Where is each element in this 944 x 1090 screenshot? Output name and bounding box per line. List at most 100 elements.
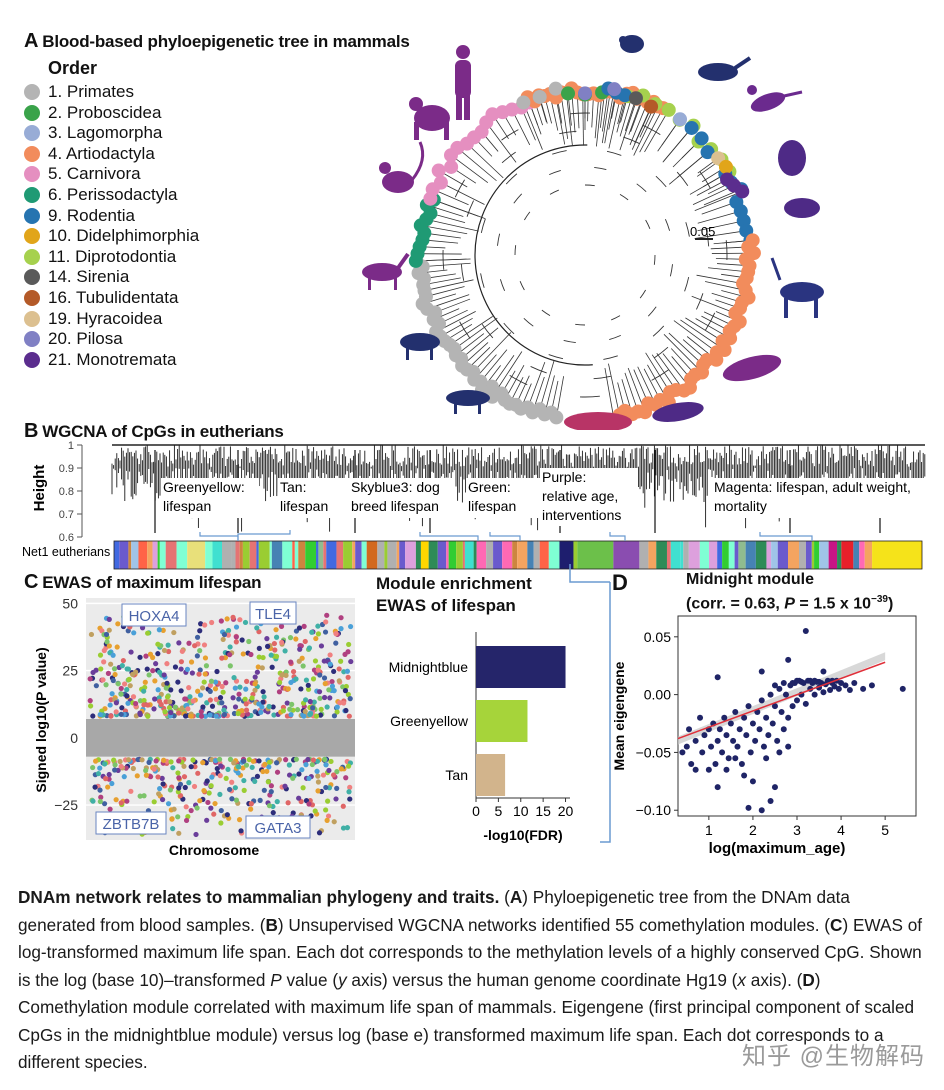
ewas-point [151, 766, 157, 772]
module-label: interventions [542, 507, 621, 523]
module-color-block [837, 541, 842, 569]
ewas-point [93, 758, 99, 764]
scatter-xtick-label: 4 [837, 822, 845, 838]
wombat-silhouette-icon [778, 140, 806, 176]
ewas-point [124, 798, 130, 804]
ewas-point [306, 645, 313, 651]
tree-leaf [617, 88, 632, 103]
ewas-point [241, 787, 247, 793]
ewas-point [318, 643, 325, 649]
tree-branch [609, 334, 621, 341]
legend-label: 5. Carnivora [48, 164, 141, 184]
species-point [716, 726, 723, 733]
ewas-point [241, 777, 247, 784]
ewas-point [195, 770, 201, 776]
ewas-point [90, 713, 96, 719]
tree-branch [594, 167, 607, 171]
ewas-point [108, 713, 114, 719]
ewas-point [224, 812, 230, 818]
ewas-point [282, 783, 288, 789]
species-point [789, 680, 796, 687]
tree-branch [513, 193, 523, 204]
ewas-point [160, 781, 166, 787]
ewas-point [143, 772, 150, 778]
ewas-point [183, 804, 189, 810]
enrichment-category-label: Midnightblue [389, 659, 469, 675]
panel-d-subtitle: (corr. = 0.63, P = 1.5 x 10−39) [686, 590, 893, 614]
tree-branch [454, 317, 498, 350]
module-color-block [688, 541, 700, 569]
module-color-block [231, 541, 236, 569]
monkey-silhouette-icon [379, 141, 425, 193]
tree-branch [503, 322, 515, 335]
ewas-point [226, 786, 233, 793]
module-color-block [336, 541, 344, 569]
ewas-point [346, 713, 352, 719]
gene-label-box [249, 601, 297, 625]
ewas-point [298, 686, 304, 692]
module-color-block [157, 541, 160, 569]
ewas-point [125, 757, 132, 763]
ewas-point [220, 689, 226, 695]
ewas-point [221, 707, 227, 713]
ewas-point [287, 706, 293, 712]
legend-label: 6. Perissodactyla [48, 185, 178, 204]
module-color-block [176, 541, 188, 569]
ewas-point [204, 700, 210, 706]
caption-bold: DNAm network relates to mammalian phylog… [18, 887, 500, 907]
ewas-point [202, 655, 209, 661]
module-color-block [387, 541, 397, 569]
ewas-point [236, 817, 243, 823]
ewas-manhattan-plot: 50 25 0 −25 Signed log10(P value) Chromosome H… [33, 595, 355, 858]
module-color-block [828, 541, 838, 569]
enrichment-xtick-label: 0 [472, 803, 480, 819]
ewas-point [172, 664, 179, 670]
ewas-point [276, 689, 283, 695]
module-color-block [316, 541, 319, 569]
ewas-point [279, 672, 285, 678]
species-point [763, 714, 770, 721]
ewas-point [111, 666, 118, 672]
ewas-point [150, 668, 156, 674]
ewas-point [326, 767, 332, 774]
ewas-point [325, 798, 331, 804]
ewas-point [312, 808, 318, 814]
tree-leaf [516, 95, 531, 110]
ewas-point [128, 788, 134, 794]
ewas-point [306, 775, 312, 782]
ewas-point [218, 618, 224, 624]
module-color-block [639, 541, 649, 569]
fox-silhouette-icon [446, 390, 490, 414]
species-point [736, 726, 743, 733]
tree-branch [519, 281, 525, 291]
midnight-scatter-plot: 1 2 3 4 5 0.05 0.00 −0.05 −0.10 Mean eigengene log… [611, 615, 917, 857]
ewas-point [268, 652, 274, 658]
ewas-point [169, 816, 175, 822]
legend-swatch [24, 145, 40, 162]
gene-label-box [245, 815, 311, 839]
tree-branch [601, 91, 611, 144]
module-connector [759, 532, 813, 541]
ewas-point [88, 631, 95, 638]
ewas-point [112, 671, 118, 678]
ewas-point [128, 649, 134, 655]
module-color-block [269, 541, 272, 569]
module-color-block [298, 541, 306, 569]
legend-label: 21. Monotremata [48, 349, 177, 369]
ewas-point [201, 679, 207, 685]
kangaroo-silhouette-icon [747, 85, 803, 112]
module-color-block [683, 541, 689, 569]
legend-swatch [24, 310, 40, 327]
module-connector [237, 530, 291, 541]
tree-branch [565, 92, 573, 146]
ewas-point [176, 710, 182, 716]
species-point [723, 732, 730, 739]
ewas-point [344, 668, 351, 674]
ewas-point [282, 648, 288, 654]
ewas-point [159, 796, 166, 803]
tree-leaf [684, 120, 699, 135]
enrichment-xtick-label: 10 [513, 803, 529, 819]
tree-branch [694, 191, 743, 212]
tree-branch [725, 240, 728, 261]
caption-ref: A [509, 887, 523, 907]
